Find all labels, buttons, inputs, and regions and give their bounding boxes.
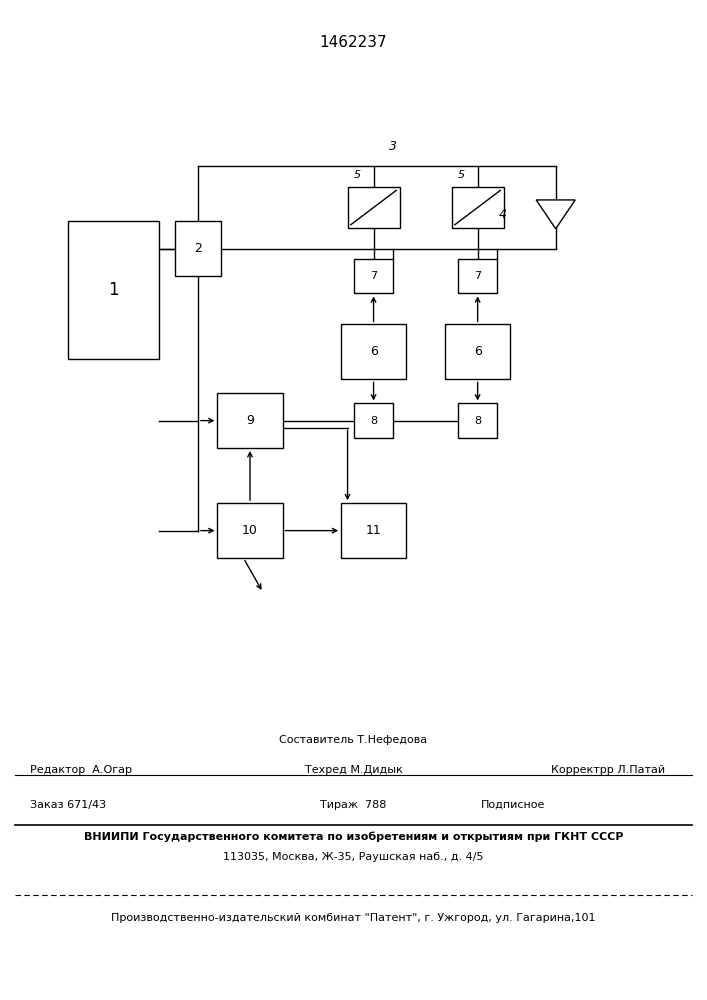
Bar — [68, 221, 159, 359]
Text: 11: 11 — [366, 524, 382, 537]
Text: Производственно-издательский комбинат "Патент", г. Ужгород, ул. Гагарина,101: Производственно-издательский комбинат "П… — [111, 913, 596, 923]
Text: 6: 6 — [474, 345, 481, 358]
Bar — [458, 259, 497, 293]
Text: Составитель Т.Нефедова: Составитель Т.Нефедова — [279, 735, 428, 745]
Bar — [218, 503, 283, 558]
Text: Корректрр Л.Патай: Корректрр Л.Патай — [551, 765, 665, 775]
Text: 2: 2 — [194, 242, 202, 255]
Text: 9: 9 — [246, 414, 254, 427]
Text: 3: 3 — [389, 139, 397, 152]
Bar — [341, 503, 406, 558]
Text: 7: 7 — [370, 271, 377, 281]
Text: 1462237: 1462237 — [320, 35, 387, 50]
Text: 8: 8 — [370, 416, 377, 426]
Text: Техред М.Дидык: Техред М.Дидык — [305, 765, 402, 775]
Text: 7: 7 — [474, 271, 481, 281]
Text: 4: 4 — [499, 208, 507, 221]
Text: 6: 6 — [370, 345, 378, 358]
Bar — [445, 324, 510, 379]
Text: Редактор  А.Огар: Редактор А.Огар — [30, 765, 132, 775]
Bar — [341, 324, 406, 379]
Text: 5: 5 — [458, 170, 465, 180]
Bar — [354, 259, 393, 293]
Bar — [348, 187, 399, 228]
Text: 10: 10 — [242, 524, 258, 537]
Text: 113035, Москва, Ж-35, Раушская наб., д. 4/5: 113035, Москва, Ж-35, Раушская наб., д. … — [223, 852, 484, 862]
Bar — [452, 187, 503, 228]
Text: Заказ 671/43: Заказ 671/43 — [30, 800, 106, 810]
Bar — [458, 403, 497, 438]
Polygon shape — [536, 200, 575, 229]
Bar — [354, 403, 393, 438]
Text: Тираж  788: Тираж 788 — [320, 800, 387, 810]
Text: ВНИИПИ Государственного комитета по изобретениям и открытиям при ГКНТ СССР: ВНИИПИ Государственного комитета по изоб… — [83, 832, 624, 842]
Text: 1: 1 — [108, 281, 119, 299]
Text: 8: 8 — [474, 416, 481, 426]
Text: Подписное: Подписное — [481, 800, 545, 810]
Bar — [218, 393, 283, 448]
Bar — [175, 221, 221, 276]
Text: 5: 5 — [354, 170, 361, 180]
